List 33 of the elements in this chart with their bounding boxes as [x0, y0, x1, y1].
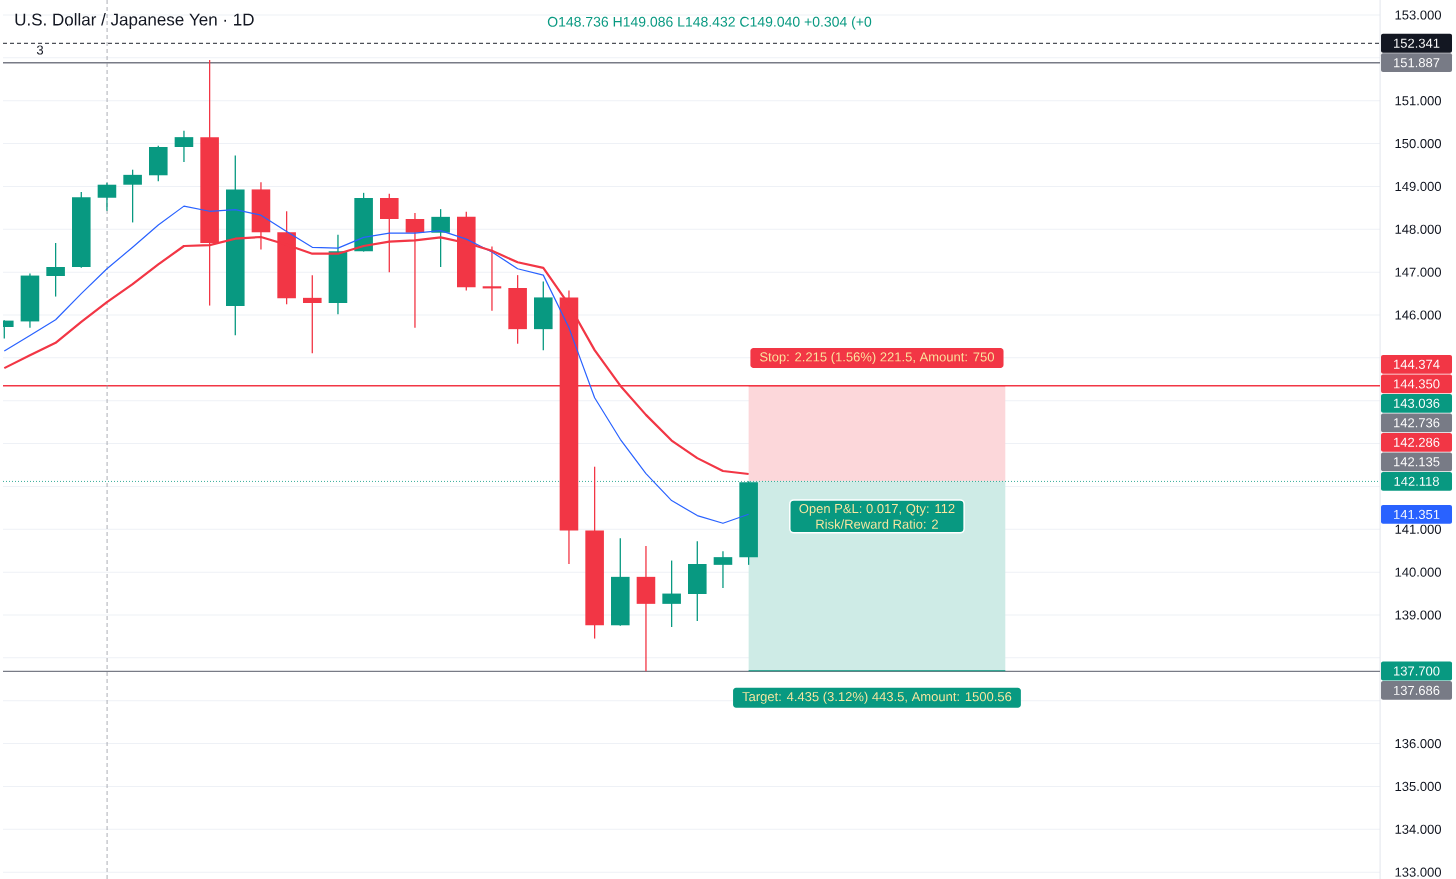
y-tick-label: 149.000 [1395, 181, 1442, 192]
y-tick-label: 146.000 [1395, 310, 1442, 320]
text: 137.700 [1394, 666, 1440, 676]
series-label: Target: 4.435 (3.12%) 443.5, Amount: 1500.56 [742, 691, 1012, 704]
y-tick-label: 133.000 [1395, 867, 1442, 877]
text: 142.286 [1394, 437, 1440, 447]
y-tick-label: 147.000 [1395, 267, 1442, 277]
ref-line-label: 142.118 [1394, 476, 1439, 486]
y-tick-label: 134.000 [1395, 824, 1442, 834]
text: O148.736 H149.086 L148.432 C149.040 +0.304 (+0 [547, 16, 872, 30]
y-tick-label: 139.000 [1395, 610, 1442, 620]
annotation: Risk/Reward Ratio: 2 [816, 519, 938, 529]
y-tick-label: 150.000 [1395, 138, 1442, 149]
y-tick-label: 135.000 [1395, 781, 1442, 792]
ref-line-label: 152.341 [1394, 38, 1440, 48]
annotation: 3 [36, 45, 44, 55]
ref-line-label: 151.887 [1394, 58, 1440, 68]
y-tick-label: 151.000 [1395, 96, 1442, 106]
y-tick-label: 141.000 [1395, 524, 1442, 534]
ref-line-label: 144.350 [1394, 379, 1440, 389]
text: 141.351 [1394, 509, 1440, 519]
y-tick-label: 148.000 [1395, 224, 1442, 234]
text: 142.135 [1394, 457, 1440, 467]
y-tick-label: 153.000 [1395, 10, 1442, 20]
y-tick-label: 140.000 [1395, 567, 1442, 577]
ref-line-label: 137.686 [1394, 685, 1440, 695]
y-tick-label: 136.000 [1395, 738, 1442, 749]
annotation: Open P&L: 0.017, Qty: 112 [799, 503, 955, 516]
text: 143.036 [1394, 398, 1440, 408]
series-label: Stop: 2.215 (1.56%) 221.5, Amount: 750 [760, 351, 994, 365]
text: U.S. Dollar / Japanese Yen · 1D [15, 13, 254, 29]
text: 144.374 [1394, 359, 1440, 369]
text: 142.736 [1394, 418, 1440, 428]
